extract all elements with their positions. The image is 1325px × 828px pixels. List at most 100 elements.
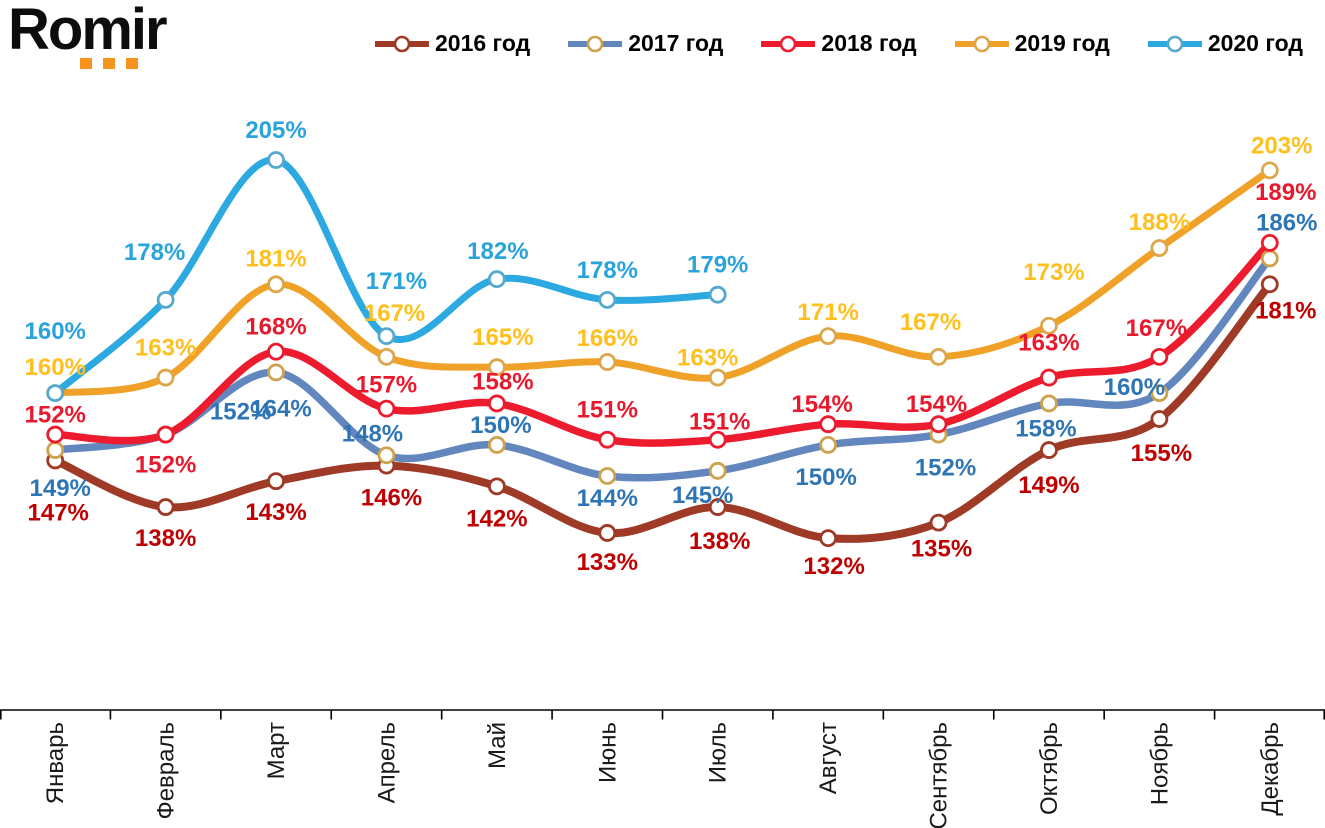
data-label-2017-11: 160% bbox=[1104, 374, 1165, 401]
data-label-2016-6: 133% bbox=[577, 549, 638, 576]
legend-marker bbox=[586, 35, 604, 52]
marker-2018-1 bbox=[46, 425, 65, 444]
legend-label: 2017 год bbox=[628, 30, 724, 56]
data-label-2019-1: 160% bbox=[25, 354, 86, 381]
marker-2017-4 bbox=[377, 446, 396, 465]
x-axis-label: Февраль bbox=[153, 722, 180, 820]
marker-2018-3 bbox=[267, 342, 285, 361]
data-label-2019-4: 167% bbox=[364, 300, 425, 327]
data-label-2018-6: 151% bbox=[577, 397, 638, 424]
data-label-2018-3: 168% bbox=[245, 314, 306, 341]
data-label-2019-5: 165% bbox=[472, 324, 533, 351]
marker-2020-5 bbox=[487, 270, 506, 289]
marker-2016-8 bbox=[819, 529, 838, 548]
data-label-2017-4: 148% bbox=[342, 420, 403, 447]
data-label-2017-12: 186% bbox=[1256, 209, 1317, 236]
series-line-2019 bbox=[51, 166, 1274, 397]
x-axis-label: Март bbox=[263, 722, 290, 779]
data-label-2019-6: 166% bbox=[577, 325, 638, 352]
marker-2017-1 bbox=[46, 441, 65, 459]
legend-marker bbox=[393, 35, 411, 52]
data-label-2017-9: 152% bbox=[915, 455, 976, 482]
data-label-2019-7: 163% bbox=[677, 345, 738, 372]
data-label-2018-7: 151% bbox=[689, 409, 750, 436]
data-label-2017-5: 150% bbox=[470, 412, 531, 439]
data-label-2017-7: 145% bbox=[672, 482, 733, 509]
marker-2018-9 bbox=[929, 415, 948, 434]
marker-2016-10 bbox=[1040, 441, 1058, 459]
marker-2018-2 bbox=[156, 425, 175, 444]
marker-2017-10 bbox=[1040, 394, 1058, 413]
x-axis-label: Октябрь bbox=[1036, 722, 1063, 815]
legend-marker bbox=[1166, 35, 1184, 52]
legend-swatch-icon bbox=[761, 35, 816, 52]
data-label-2016-4: 146% bbox=[361, 485, 422, 512]
legend-swatch-icon bbox=[375, 35, 429, 52]
legend-marker bbox=[973, 35, 990, 52]
chart-legend: 2016 год 2017 год 2018 год 2019 год 2020 год bbox=[375, 30, 1303, 57]
marker-2018-4 bbox=[377, 399, 396, 418]
marker-2020-4 bbox=[377, 327, 396, 346]
marker-2020-7 bbox=[708, 285, 727, 304]
data-label-2020-7: 179% bbox=[687, 252, 748, 279]
logo-dot bbox=[103, 58, 115, 69]
legend-item-2020: 2020 год bbox=[1147, 30, 1303, 57]
marker-2017-3 bbox=[267, 363, 285, 382]
marker-2018-11 bbox=[1150, 347, 1169, 366]
data-label-2019-12: 203% bbox=[1251, 132, 1312, 159]
data-label-2020-6: 178% bbox=[577, 257, 638, 284]
data-label-2018-12: 189% bbox=[1255, 179, 1316, 206]
data-label-2016-5: 142% bbox=[466, 505, 527, 532]
data-label-2016-1: 147% bbox=[28, 499, 89, 526]
marker-2016-5 bbox=[487, 477, 506, 496]
data-label-2019-8: 171% bbox=[797, 299, 858, 326]
data-label-2020-4: 171% bbox=[366, 268, 427, 295]
data-label-2018-5: 158% bbox=[472, 368, 533, 395]
marker-2019-8 bbox=[819, 327, 838, 346]
marker-2018-6 bbox=[598, 430, 617, 449]
data-label-2016-9: 135% bbox=[911, 536, 972, 563]
data-label-2019-9: 167% bbox=[900, 309, 961, 336]
data-label-2018-4: 157% bbox=[356, 372, 417, 399]
data-label-2020-5: 182% bbox=[467, 238, 528, 265]
data-label-2019-3: 181% bbox=[245, 245, 306, 272]
marker-2017-12 bbox=[1260, 249, 1279, 268]
marker-2019-3 bbox=[267, 275, 285, 294]
legend-label: 2020 год bbox=[1207, 30, 1303, 56]
marker-2019-10 bbox=[1040, 316, 1058, 335]
data-label-2017-8: 150% bbox=[795, 464, 856, 491]
marker-2017-6 bbox=[598, 467, 617, 485]
legend-item-2017: 2017 год bbox=[568, 30, 723, 57]
data-label-2017-10: 158% bbox=[1015, 415, 1076, 442]
x-axis-label: Июль bbox=[705, 722, 732, 783]
data-label-2016-12: 181% bbox=[1255, 297, 1316, 324]
x-axis-label: Июнь bbox=[594, 722, 621, 783]
marker-2016-3 bbox=[267, 472, 285, 491]
romir-logo-text: Romir bbox=[8, 0, 168, 62]
data-label-2018-9: 154% bbox=[906, 391, 967, 418]
series-line-2017 bbox=[51, 254, 1274, 482]
marker-2017-5 bbox=[487, 435, 506, 454]
marker-2019-11 bbox=[1150, 239, 1169, 257]
legend-label: 2019 год bbox=[1014, 30, 1110, 56]
logo-dot bbox=[80, 58, 92, 69]
x-axis-label: Апрель bbox=[373, 722, 400, 803]
marker-2017-7 bbox=[708, 461, 727, 480]
marker-2018-7 bbox=[708, 430, 727, 449]
marker-2019-2 bbox=[156, 368, 175, 387]
data-label-2017-2: 152% bbox=[210, 399, 271, 426]
legend-label: 2018 год bbox=[821, 30, 917, 56]
marker-2020-6 bbox=[598, 290, 617, 309]
data-label-2019-2: 163% bbox=[135, 335, 196, 362]
data-label-2016-7: 138% bbox=[689, 528, 750, 555]
romir-logo-dots bbox=[80, 58, 138, 69]
legend-marker bbox=[780, 35, 797, 52]
marker-2019-9 bbox=[929, 347, 948, 366]
marker-2016-9 bbox=[929, 513, 948, 532]
legend-swatch-icon bbox=[954, 35, 1009, 52]
data-label-2018-1: 152% bbox=[25, 402, 86, 429]
x-axis-label: Ноябрь bbox=[1146, 722, 1173, 805]
data-label-2016-2: 138% bbox=[135, 525, 196, 552]
marker-2019-12 bbox=[1260, 161, 1279, 180]
romir-logo: Romir bbox=[8, 0, 168, 69]
